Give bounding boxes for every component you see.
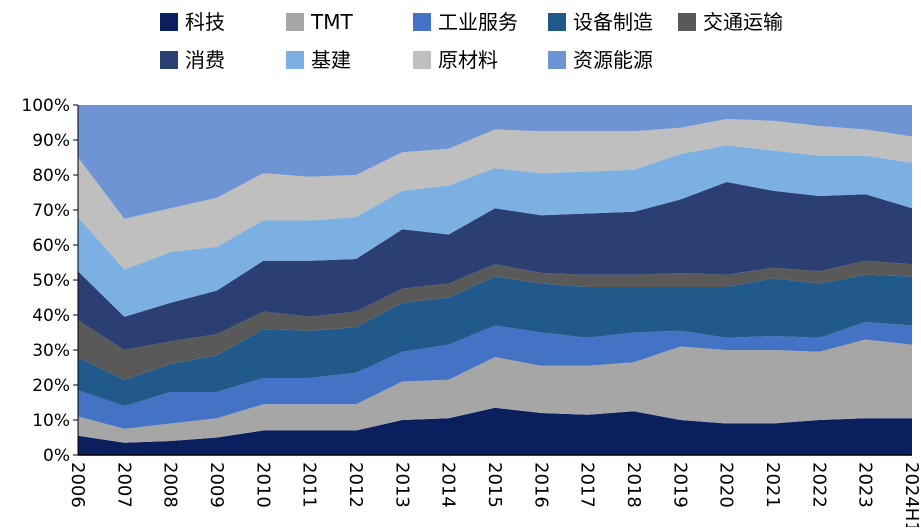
area [78,274,912,406]
y-tick-label: 40% [32,306,70,326]
x-tick-label: 2007 [113,462,134,508]
legend-label: TMT [310,10,353,34]
area [78,145,912,317]
y-tick-label: 70% [32,201,70,221]
legend-swatch [286,13,304,31]
area [78,339,912,443]
y-tick-label: 20% [32,376,70,396]
x-tick-label: 2018 [623,462,644,508]
legend-swatch [413,51,431,69]
legend-label: 科技 [185,10,225,34]
area [78,182,912,350]
y-tick-label: 50% [32,271,70,291]
legend-label: 基建 [311,48,351,72]
x-tick-label: 2022 [808,462,829,508]
legend-swatch [413,13,431,31]
y-tick-label: 90% [32,131,70,151]
legend-label: 原材料 [438,48,498,72]
legend-label: 资源能源 [573,48,653,72]
legend-label: 消费 [185,48,225,72]
x-tick-label: 2017 [577,462,598,508]
x-tick-label: 2014 [438,462,459,508]
x-tick-label: 2012 [345,462,366,508]
x-tick-label: 2011 [299,462,320,508]
x-tick-label: 2016 [530,462,551,508]
x-tick-label: 2010 [252,462,273,508]
x-tick-label: 2024H1 [901,462,921,527]
x-tick-label: 2023 [855,462,876,508]
legend-swatch [548,51,566,69]
area [78,260,912,380]
y-tick-label: 0% [43,446,70,466]
area [78,407,912,455]
x-tick-label: 2006 [67,462,88,508]
x-tick-label: 2019 [669,462,690,508]
legend-swatch [548,13,566,31]
legend-label: 设备制造 [573,10,653,34]
area [78,105,912,219]
legend-swatch [286,51,304,69]
y-tick-label: 30% [32,341,70,361]
x-tick-label: 2021 [762,462,783,508]
area [78,322,912,429]
legend-swatch [678,13,696,31]
y-tick-label: 60% [32,236,70,256]
x-tick-label: 2020 [716,462,737,508]
legend-swatch [160,51,178,69]
x-tick-label: 2008 [160,462,181,508]
area [78,119,912,270]
y-tick-label: 100% [21,96,70,116]
legend-label: 交通运输 [703,10,783,34]
legend-swatch [160,13,178,31]
y-tick-label: 10% [32,411,70,431]
x-tick-label: 2013 [391,462,412,508]
legend-label: 工业服务 [438,10,518,34]
y-tick-label: 80% [32,166,70,186]
x-tick-label: 2015 [484,462,505,508]
x-tick-label: 2009 [206,462,227,508]
